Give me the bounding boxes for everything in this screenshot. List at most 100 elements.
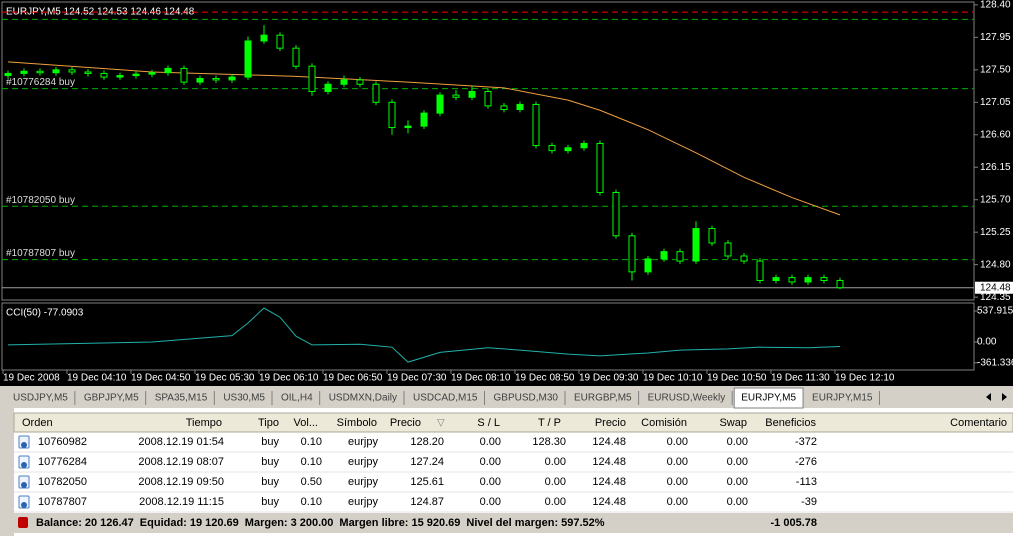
- candle-body: [309, 66, 315, 91]
- candle-body: [341, 80, 347, 84]
- chart-background: [0, 0, 1013, 386]
- candle-body: [421, 113, 427, 126]
- cci-label: CCI(50) -77.0903: [6, 308, 84, 319]
- cell: 0.00: [727, 436, 748, 448]
- x-tick-label: 19 Dec 09:30: [579, 373, 639, 384]
- summary-text: Balance:20 126.47Equidad:19 120.69Margen…: [36, 517, 605, 529]
- cell: eurjpy: [348, 456, 378, 468]
- candle-body: [517, 104, 523, 109]
- cell: 124.48: [592, 456, 626, 468]
- table-header: [14, 413, 1013, 432]
- cell: 0.00: [727, 476, 748, 488]
- cell: 0.00: [727, 496, 748, 508]
- tab-label: USDCAD,M15: [413, 393, 478, 404]
- cell: 124.48: [592, 496, 626, 508]
- tab-label: GBPJPY,M5: [84, 393, 139, 404]
- summary-label: Nivel del margen:: [466, 517, 558, 529]
- cell: 0.10: [301, 496, 322, 508]
- candle-body: [741, 256, 747, 261]
- cell: buy: [261, 476, 279, 488]
- tab[interactable]: GBPUSD,M30: [487, 390, 565, 407]
- candle-body: [645, 259, 651, 272]
- y-tick-label: 127.95: [980, 32, 1011, 43]
- order-icon-dot: [21, 442, 27, 448]
- summary-value: 19 120.69: [190, 517, 239, 529]
- summary-value: 15 920.69: [411, 517, 460, 529]
- x-tick-label: 19 Dec 10:10: [643, 373, 703, 384]
- order-label: #10776284 buy: [6, 77, 75, 88]
- candle-body: [133, 74, 139, 75]
- candle-body: [469, 91, 475, 97]
- summary-label: Equidad:: [140, 517, 187, 529]
- candle-body: [773, 278, 779, 281]
- candle-body: [437, 95, 443, 113]
- cell: 0.00: [667, 476, 688, 488]
- cell: eurjpy: [348, 476, 378, 488]
- cell: -276: [795, 456, 817, 468]
- summary-value: 3 200.00: [291, 517, 334, 529]
- tab-label: USDMXN,Daily: [329, 393, 397, 404]
- sort-indicator: ▽: [437, 418, 445, 429]
- x-tick-label: 19 Dec 05:30: [195, 373, 255, 384]
- cell: 128.30: [532, 436, 566, 448]
- current-price-label: 124.48: [980, 282, 1011, 293]
- cell: 0.00: [667, 496, 688, 508]
- cci-tick-label: -361.336: [977, 357, 1013, 368]
- y-tick-label: 127.05: [980, 97, 1011, 108]
- x-tick-label: 19 Dec 06:10: [259, 373, 319, 384]
- candle-body: [613, 192, 619, 235]
- candle-body: [677, 252, 683, 261]
- candle-body: [293, 48, 299, 66]
- cell: eurjpy: [348, 436, 378, 448]
- y-tick-label: 127.50: [980, 64, 1011, 75]
- tab[interactable]: OIL,H4: [274, 390, 320, 407]
- candle-body: [405, 126, 411, 127]
- cell: 2008.12.19 09:50: [138, 476, 224, 488]
- candle-body: [693, 229, 699, 261]
- tab[interactable]: USDCAD,M15: [406, 390, 484, 407]
- column-header: Precio: [595, 417, 626, 429]
- cell: 124.48: [592, 476, 626, 488]
- tab[interactable]: EURUSD,Weekly: [641, 390, 733, 407]
- cell: 127.24: [410, 456, 444, 468]
- order-icon-dot: [21, 502, 27, 508]
- tab[interactable]: SPA35,M15: [148, 390, 215, 407]
- tab-label: EURGBP,M5: [574, 393, 632, 404]
- x-tick-label: 19 Dec 04:10: [67, 373, 127, 384]
- x-tick-label: 19 Dec 06:50: [323, 373, 383, 384]
- tab-label: EURJPY,M5: [741, 393, 796, 404]
- tab[interactable]: USDMXN,Daily: [322, 390, 404, 407]
- summary-label: Margen libre:: [339, 517, 408, 529]
- tab[interactable]: GBPJPY,M5: [77, 390, 146, 407]
- cell: 0.00: [545, 476, 566, 488]
- candle-body: [581, 143, 587, 147]
- candle-body: [53, 70, 59, 73]
- tab[interactable]: EURGBP,M5: [567, 390, 639, 407]
- candle-body: [325, 84, 331, 91]
- cell: 125.61: [410, 476, 444, 488]
- column-header: Comentario: [950, 417, 1007, 429]
- candle-body: [629, 236, 635, 272]
- cell: 0.00: [545, 496, 566, 508]
- order-label: #10782050 buy: [6, 195, 75, 206]
- candle-body: [149, 73, 155, 74]
- x-tick-label: 19 Dec 08:50: [515, 373, 575, 384]
- candle-body: [69, 70, 75, 72]
- tab[interactable]: EURJPY,M15: [805, 390, 879, 407]
- candle-body: [805, 278, 811, 282]
- cell: buy: [261, 496, 279, 508]
- candle-body: [117, 76, 123, 77]
- cell: -113: [796, 476, 817, 488]
- tab[interactable]: EURJPY,M5: [734, 388, 803, 408]
- cell: 0.00: [480, 436, 501, 448]
- column-header: Vol...: [294, 417, 318, 429]
- cell: 0.00: [667, 456, 688, 468]
- y-tick-label: 125.25: [980, 227, 1011, 238]
- x-tick-label: 19 Dec 04:50: [131, 373, 191, 384]
- candle-body: [533, 104, 539, 145]
- summary-value: 597.52%: [561, 517, 605, 529]
- cell: 0.50: [301, 476, 322, 488]
- tab[interactable]: USDJPY,M5: [6, 390, 75, 407]
- order-icon-dot: [21, 482, 27, 488]
- tab[interactable]: US30,M5: [216, 390, 272, 407]
